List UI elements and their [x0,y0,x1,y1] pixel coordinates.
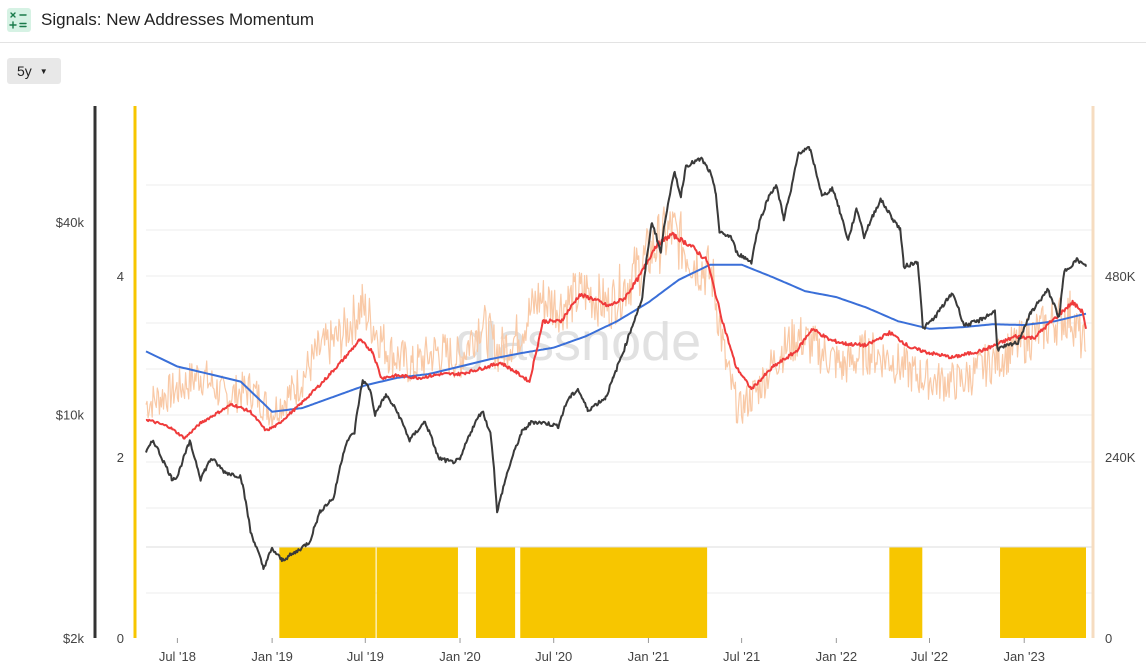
new-addresses-raw-line [145,206,1087,429]
x-tick-label: Jan '22 [816,649,858,664]
x-tick-label: Jan '21 [628,649,670,664]
long-ma-line [145,263,1087,413]
x-tick-label: Jul '21 [723,649,760,664]
addresses-tick-label: 480K [1105,269,1136,284]
x-tick-label: Jul '20 [535,649,572,664]
signal-tick-label: 2 [117,450,124,465]
watermark: glassnode [455,312,701,372]
price-line [145,146,1087,570]
x-tick-label: Jul '18 [159,649,196,664]
short-ma-line [145,231,1087,440]
range-select-label: 5y [17,63,32,79]
addresses-tick-label: 0 [1105,631,1112,646]
x-tick-label: Jul '22 [911,649,948,664]
price-tick-label: $40k [56,215,85,230]
page-title: Signals: New Addresses Momentum [41,10,315,29]
formula-icon [7,8,31,32]
addresses-tick-label: 240K [1105,450,1136,465]
signal-bar [889,547,923,638]
range-select-button[interactable]: 5y ▼ [7,58,61,84]
x-tick-label: Jan '20 [439,649,481,664]
signal-bar [376,547,458,638]
x-tick-label: Jan '19 [251,649,293,664]
signal-bar [279,547,376,638]
x-tick-label: Jan '23 [1003,649,1045,664]
price-tick-label: $2k [63,631,84,646]
signal-bar [1000,547,1086,638]
chart: glassnode $40k $10k $2k 4 2 0 480K 240K 0 Jul '18… [56,106,1136,664]
signal-bar [475,547,516,638]
x-tick-label: Jul '19 [347,649,384,664]
caret-down-icon: ▼ [39,66,48,76]
signal-tick-label: 4 [117,269,124,284]
signal-tick-label: 0 [117,631,124,646]
signal-bar [520,547,708,638]
header: Signals: New Addresses Momentum [0,0,1146,43]
price-tick-label: $10k [56,408,85,423]
